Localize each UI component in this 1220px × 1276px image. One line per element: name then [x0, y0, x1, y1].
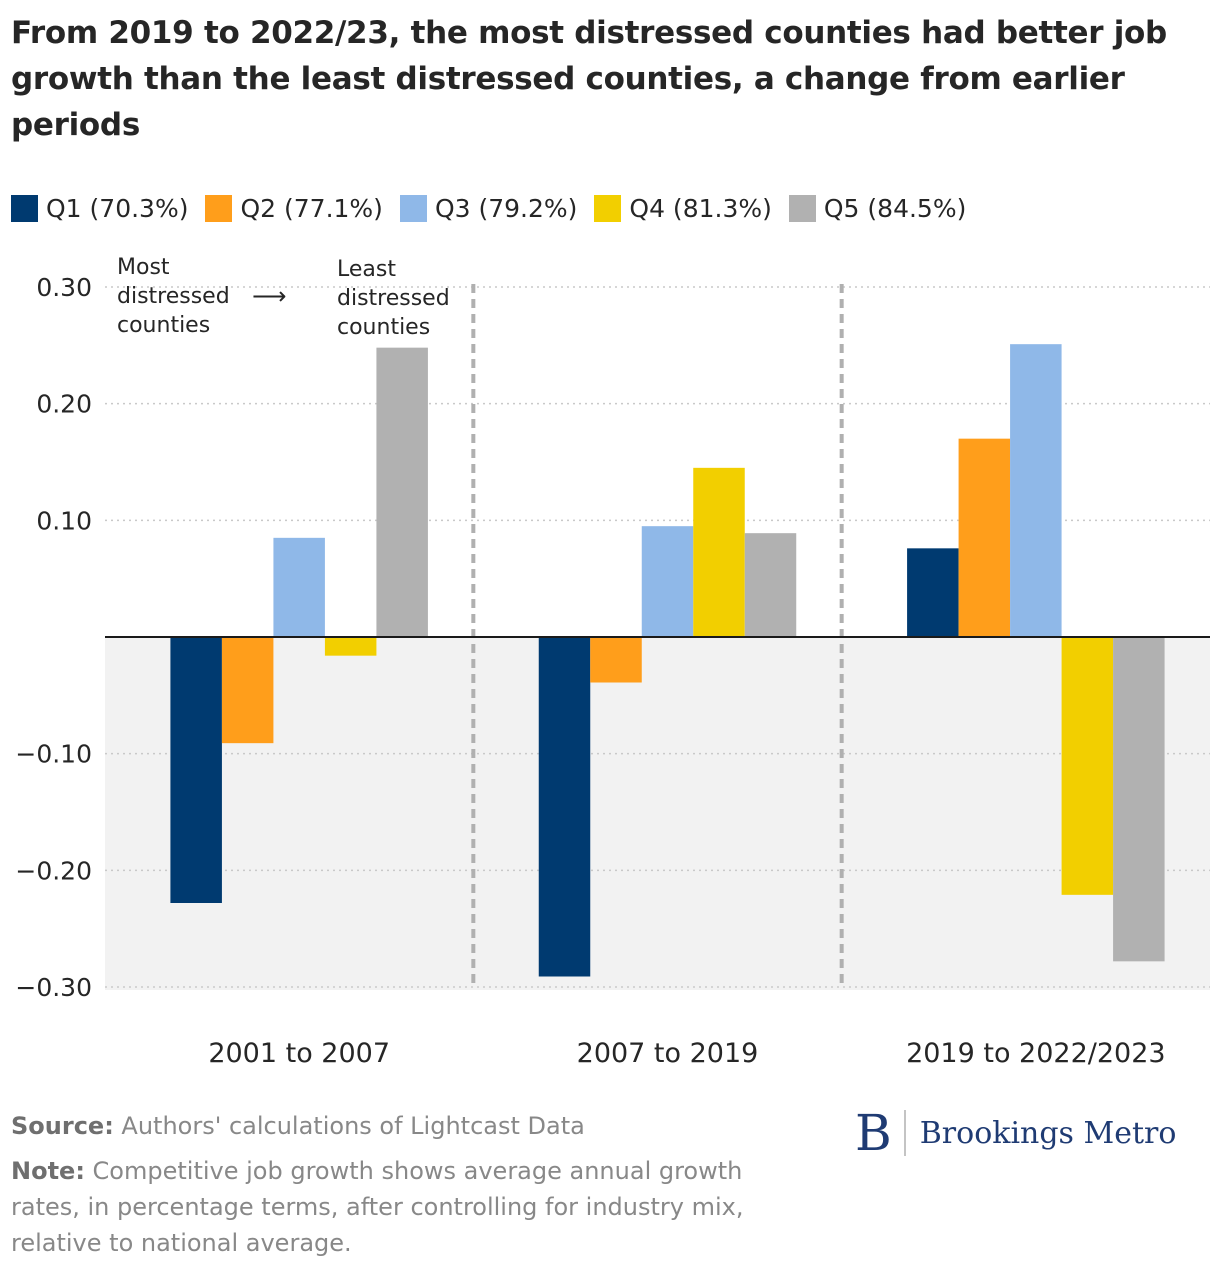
bar-q2 — [958, 438, 1011, 637]
legend-label-q2: Q2 (77.1%) — [240, 193, 383, 223]
legend-item-q2: Q2 (77.1%) — [205, 193, 383, 223]
legend-item-q5: Q5 (84.5%) — [788, 193, 967, 223]
x-axis: 2001 to 2007 2007 to 2019 2019 to 2022/202… — [208, 1038, 1165, 1069]
negative-band — [105, 637, 1210, 990]
negative-region — [105, 637, 1210, 990]
bar-q3 — [1010, 344, 1062, 637]
bar-q1 — [538, 637, 591, 977]
x-category-label: 2007 to 2019 — [577, 1038, 759, 1069]
bar-q5 — [1113, 637, 1165, 962]
bar-q3 — [641, 526, 694, 637]
bar-q4 — [1061, 637, 1114, 895]
legend-label-q4: Q4 (81.3%) — [629, 193, 772, 223]
bar-q1 — [907, 548, 959, 637]
legend-swatch-q1 — [11, 194, 38, 222]
x-category-label: 2001 to 2007 — [208, 1038, 390, 1069]
bar-q4 — [693, 467, 745, 637]
y-tick-label: −0.10 — [15, 740, 92, 769]
y-axis: 0.30 0.20 0.10 −0.10 −0.20 −0.30 — [15, 273, 1210, 1002]
y-tick-label: 0.20 — [36, 390, 92, 419]
x-category-label: 2019 to 2022/2023 — [906, 1038, 1166, 1069]
bar-q4 — [324, 637, 377, 656]
logo-divider — [903, 1110, 906, 1156]
annotation-most-text: Most — [117, 255, 170, 280]
legend-item-q3: Q3 (79.2%) — [399, 193, 578, 223]
legend-swatch-q2 — [205, 194, 233, 222]
annotation-least-text: distressed — [337, 286, 450, 311]
note-line: Note: Competitive job growth shows avera… — [11, 1153, 801, 1261]
legend-label-q3: Q3 (79.2%) — [434, 193, 578, 223]
legend-item-q4: Q4 (81.3%) — [594, 193, 772, 223]
source-line: Source: Authors' calculations of Lightca… — [11, 1108, 801, 1144]
y-tick-label: −0.20 — [15, 856, 92, 885]
annotation-least-text: counties — [337, 315, 430, 340]
legend-label-q5: Q5 (84.5%) — [823, 193, 967, 223]
y-tick-label: −0.30 — [15, 973, 92, 1002]
note-text: Competitive job growth shows average ann… — [11, 1157, 744, 1257]
y-tick-label: 0.30 — [36, 273, 92, 302]
chart-title: From 2019 to 2022/23, the most distresse… — [11, 15, 1167, 143]
bar-q3 — [273, 537, 325, 637]
legend: Q1 (70.3%) Q2 (77.1%) Q3 (79.2%) Q4 (81.… — [11, 190, 983, 226]
source-text: Authors' calculations of Lightcast Data — [113, 1112, 585, 1140]
annotation-most-text: distressed — [117, 284, 230, 309]
distress-annotation: Most distressed counties ⟶ Least distressed co… — [117, 255, 450, 340]
source-label: Source: — [11, 1112, 114, 1140]
logo-text: Brookings Metro — [919, 1115, 1177, 1151]
bar-q1 — [170, 637, 222, 903]
bar-q2 — [221, 637, 274, 744]
bars — [170, 344, 1165, 977]
legend-swatch-q3 — [399, 194, 427, 222]
annotation-most-text: counties — [117, 313, 210, 338]
annotation-least-text: Least — [337, 257, 396, 282]
legend-label-q1: Q1 (70.3%) — [46, 193, 189, 223]
legend-swatch-q4 — [594, 194, 622, 222]
gridlines — [105, 286, 1210, 988]
legend-swatch-q5 — [788, 194, 816, 222]
annotation-arrow: ⟶ — [252, 282, 286, 310]
brookings-logo: B Brookings Metro — [855, 1104, 1177, 1162]
bar-q2 — [590, 637, 642, 683]
legend-item-q1: Q1 (70.3%) — [11, 194, 188, 223]
logo-mark: B — [855, 1104, 892, 1162]
bar-q5 — [376, 347, 428, 637]
y-tick-label: 0.10 — [36, 506, 92, 535]
footer: Source: Authors' calculations of Lightca… — [11, 1108, 801, 1261]
note-label: Note: — [11, 1157, 85, 1185]
bar-q5 — [744, 533, 797, 637]
bar-chart: 0.30 0.20 0.10 −0.10 −0.20 −0.30 2001 to 2007… — [15, 255, 1210, 1069]
